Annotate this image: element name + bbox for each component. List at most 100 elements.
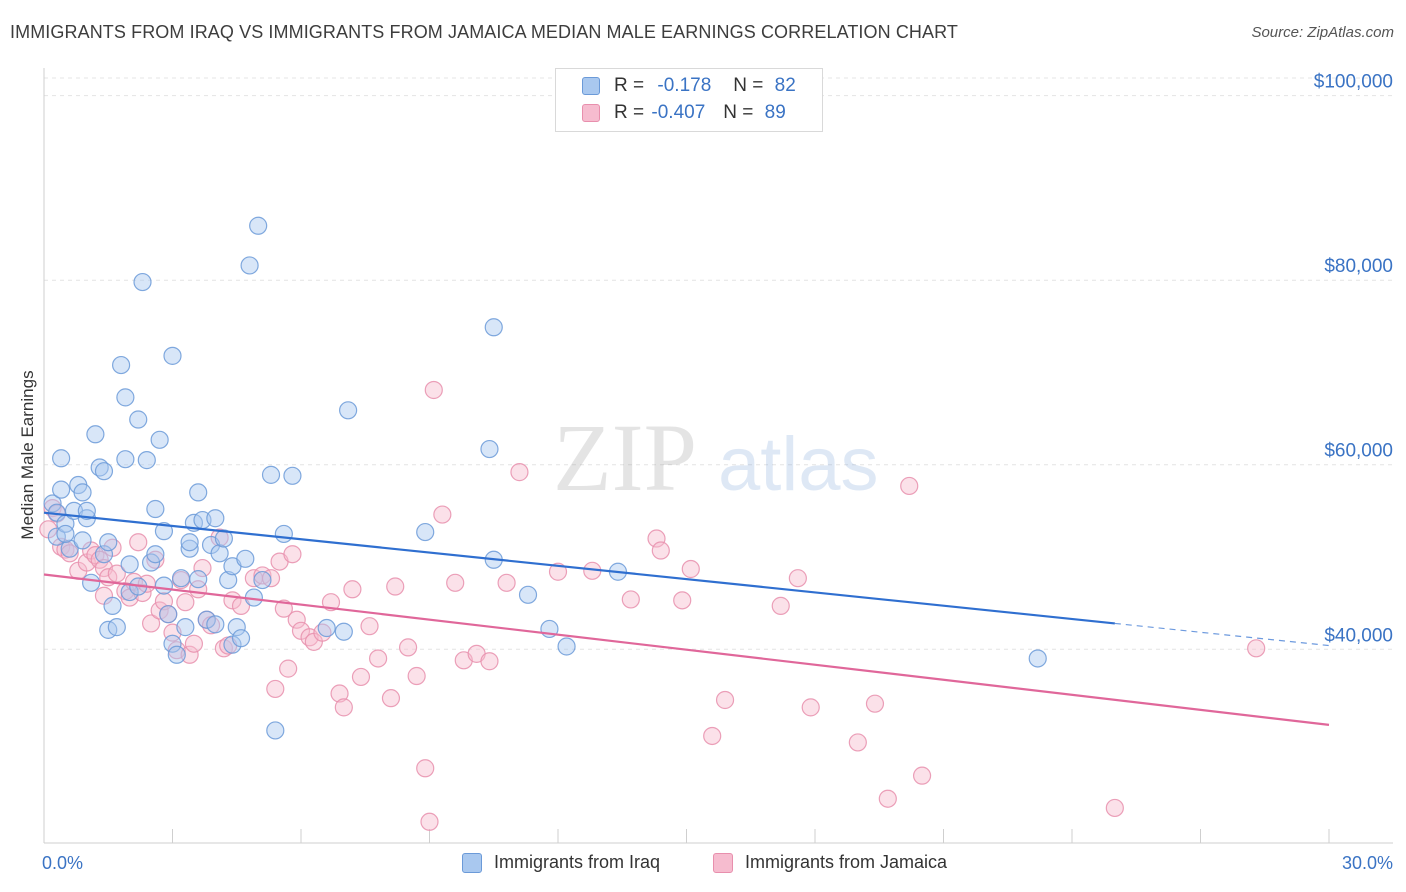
iraq-point — [480, 439, 499, 459]
legend-r-value-iraq: -0.178 — [657, 75, 712, 96]
jamaica-point — [912, 766, 932, 785]
iraq-point — [56, 524, 75, 544]
bottom-legend-swatch-iraq — [462, 852, 482, 873]
iraq-point — [82, 573, 101, 592]
jamaica-point — [381, 689, 401, 708]
iraq-point — [416, 522, 435, 542]
iraq-point — [240, 256, 259, 275]
iraq-point — [129, 410, 148, 429]
legend-swatch-jamaica — [582, 104, 600, 122]
iraq-point — [146, 499, 165, 519]
watermark: ZIP atlas — [553, 404, 879, 511]
jamaica-point — [548, 562, 568, 581]
iraq-point — [339, 401, 358, 420]
jamaica-point — [360, 617, 379, 636]
legend-n-value-iraq: 82 — [774, 75, 796, 96]
iraq-point — [180, 533, 199, 552]
iraq-point — [116, 450, 135, 469]
source-label: Source: ZipAtlas.com — [1251, 24, 1394, 41]
x-tick-label-min: 0.0% — [42, 853, 83, 873]
watermark-atlas: atlas — [718, 422, 879, 507]
jamaica-point — [351, 667, 371, 687]
jamaica-point — [681, 559, 700, 579]
iraq-point — [107, 618, 126, 637]
iraq-point — [77, 501, 96, 520]
iraq-point — [206, 615, 225, 634]
x-tick-label-max: 30.0% — [1342, 853, 1393, 873]
jamaica-point — [279, 659, 298, 678]
iraq-point — [283, 466, 302, 485]
iraq-point — [219, 570, 238, 590]
bottom-legend-label-iraq: Immigrants from Iraq — [494, 852, 661, 872]
jamaica-point — [60, 544, 79, 563]
jamaica-point — [848, 733, 867, 752]
jamaica-point — [900, 476, 919, 496]
iraq-point — [197, 610, 216, 629]
jamaica-point — [193, 558, 212, 578]
jamaica-point — [180, 645, 199, 664]
jamaica-point — [865, 694, 885, 713]
iraq-point — [43, 494, 62, 513]
iraq-point — [236, 549, 255, 568]
iraq-point — [171, 569, 191, 588]
iraq-point — [163, 634, 182, 653]
iraq-point — [227, 618, 246, 637]
jamaica-point — [878, 789, 897, 808]
iraq-point — [249, 216, 268, 235]
jamaica-point — [673, 591, 692, 610]
jamaica-point — [287, 610, 306, 629]
legend-r-value-jamaica: -0.407 — [651, 102, 706, 123]
jamaica-point — [647, 529, 666, 548]
iraq-point — [317, 618, 336, 638]
iraq-point — [167, 645, 186, 664]
legend-r-label: R = — [614, 102, 645, 123]
bottom-legend-swatch-jamaica — [713, 852, 733, 873]
iraq-point — [518, 585, 538, 604]
iraq-point — [266, 721, 285, 740]
legend-r-label: R = — [614, 75, 645, 96]
iraq-trend-line — [43, 511, 1115, 625]
iraq-point — [86, 425, 105, 444]
jamaica-point — [497, 573, 516, 592]
iraq-point — [154, 576, 174, 595]
jamaica-trend-line — [43, 573, 1330, 726]
jamaica-point — [321, 593, 341, 612]
jamaica-point — [398, 638, 418, 657]
jamaica-point — [274, 599, 293, 618]
iraq-point — [133, 272, 152, 292]
jamaica-point — [715, 690, 735, 710]
iraq-points — [43, 216, 1047, 740]
iraq-point — [176, 618, 195, 637]
iraq-point — [189, 483, 208, 502]
iraq-point — [52, 480, 71, 499]
jamaica-point — [420, 812, 439, 831]
axes — [43, 68, 1393, 844]
jamaica-point — [283, 545, 302, 564]
legend-n-value-jamaica: 89 — [764, 102, 786, 123]
iraq-point — [253, 570, 272, 590]
iraq-point — [52, 449, 71, 468]
y-tick-label: $60,000 — [1324, 441, 1393, 462]
iraq-point — [94, 545, 114, 564]
jamaica-point — [621, 590, 640, 609]
iraq-point — [73, 483, 92, 502]
jamaica-point — [651, 541, 670, 560]
iraq-point — [189, 570, 208, 589]
iraq-point — [206, 509, 225, 528]
legend-n-label: N = — [733, 75, 764, 96]
iraq-point — [103, 596, 122, 615]
legend-row-iraq: R = -0.178 N = 82 — [582, 73, 796, 99]
legend-row-jamaica: R = -0.407 N = 89 — [582, 100, 786, 126]
jamaica-point — [176, 593, 195, 612]
iraq-point — [274, 524, 293, 544]
iraq-point — [150, 430, 169, 449]
iraq-point — [94, 462, 114, 481]
iraq-point — [484, 318, 503, 337]
legend-n-label: N = — [723, 102, 754, 123]
iraq-trend-extension — [1114, 622, 1330, 647]
jamaica-point — [703, 726, 722, 746]
jamaica-point — [407, 666, 426, 686]
iraq-point — [210, 544, 229, 563]
iraq-point — [163, 346, 182, 365]
